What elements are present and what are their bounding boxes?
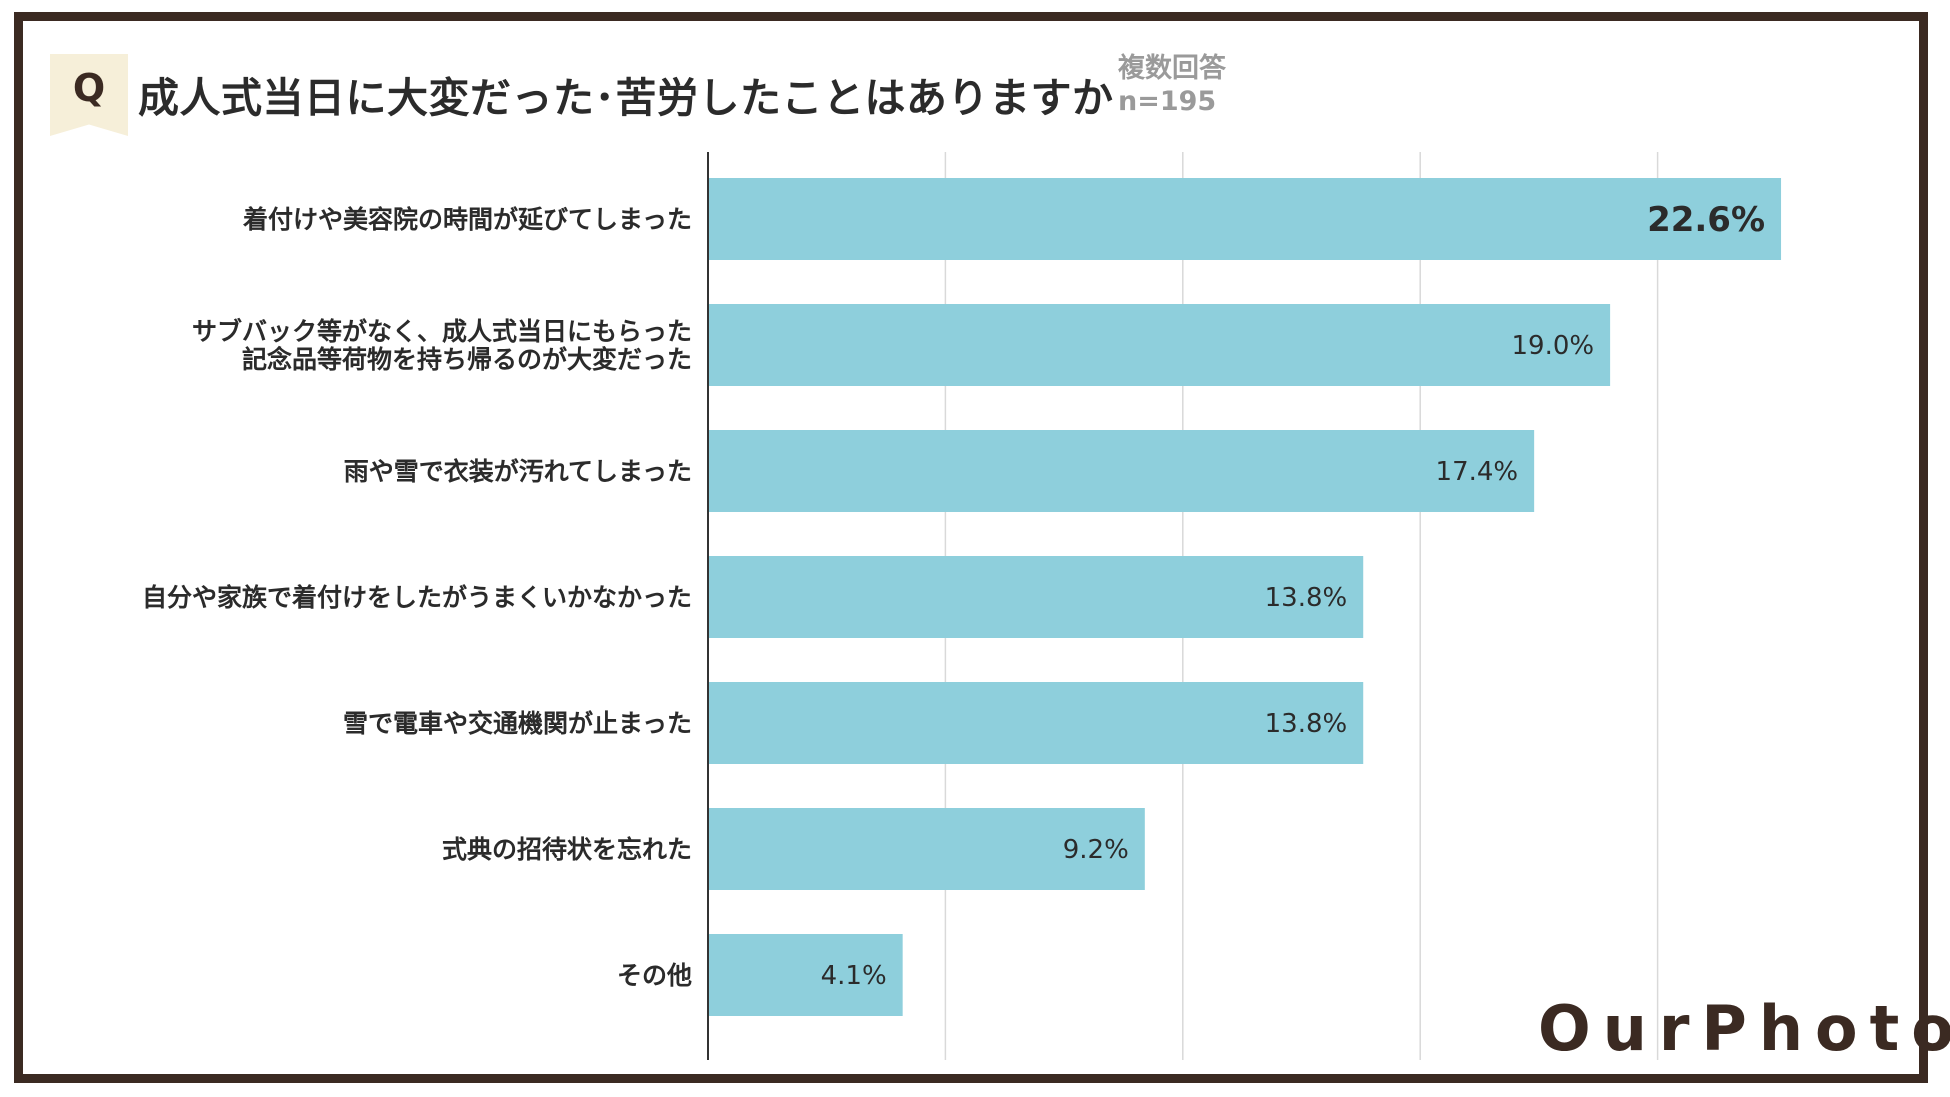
category-label: その他: [617, 961, 692, 990]
bar: [708, 430, 1535, 512]
category-label: 自分や家族で着付けをしたがうまくいかなかった: [142, 583, 692, 612]
value-label: 17.4%: [1436, 457, 1519, 487]
value-label: 19.0%: [1512, 331, 1595, 361]
bar: [708, 934, 903, 1016]
category-label: 着付けや美容院の時間が延びてしまった: [242, 205, 692, 234]
category-labels: 着付けや美容院の時間が延びてしまったサブバック等がなく、成人式当日にもらった記念…: [142, 205, 692, 990]
bar: [708, 304, 1611, 386]
chart-title: 成人式当日に大変だった･苦労したことはありますか: [138, 74, 1114, 122]
question-badge: Q: [50, 54, 128, 136]
bar: [708, 556, 1364, 638]
bar: [708, 178, 1782, 260]
category-label: 雪で電車や交通機関が止まった: [343, 709, 692, 738]
question-mark: Q: [72, 66, 106, 110]
survey-meta: 複数回答 n=195: [1118, 52, 1226, 118]
sample-size-label: n=195: [1118, 86, 1217, 117]
ourphoto-logo: OurPhoto: [1538, 992, 1950, 1065]
value-labels: 22.6% 19.0% 17.4% 13.8% 13.8% 9.2% 4.1%: [821, 200, 1765, 991]
bars: [708, 178, 1782, 1016]
category-label: 雨や雪で衣装が汚れてしまった: [344, 457, 692, 486]
bar: [708, 682, 1364, 764]
answer-type-label: 複数回答: [1118, 53, 1226, 84]
category-label: サブバック等がなく、成人式当日にもらった: [192, 317, 692, 346]
value-label: 13.8%: [1265, 709, 1348, 739]
value-label: 13.8%: [1265, 583, 1348, 613]
value-label: 9.2%: [1063, 835, 1129, 865]
bar: [708, 808, 1145, 890]
value-label: 4.1%: [821, 961, 887, 991]
category-label: 式典の招待状を忘れた: [442, 835, 692, 864]
category-label: 記念品等荷物を持ち帰るのが大変だった: [242, 345, 692, 374]
value-label: 22.6%: [1647, 200, 1765, 240]
